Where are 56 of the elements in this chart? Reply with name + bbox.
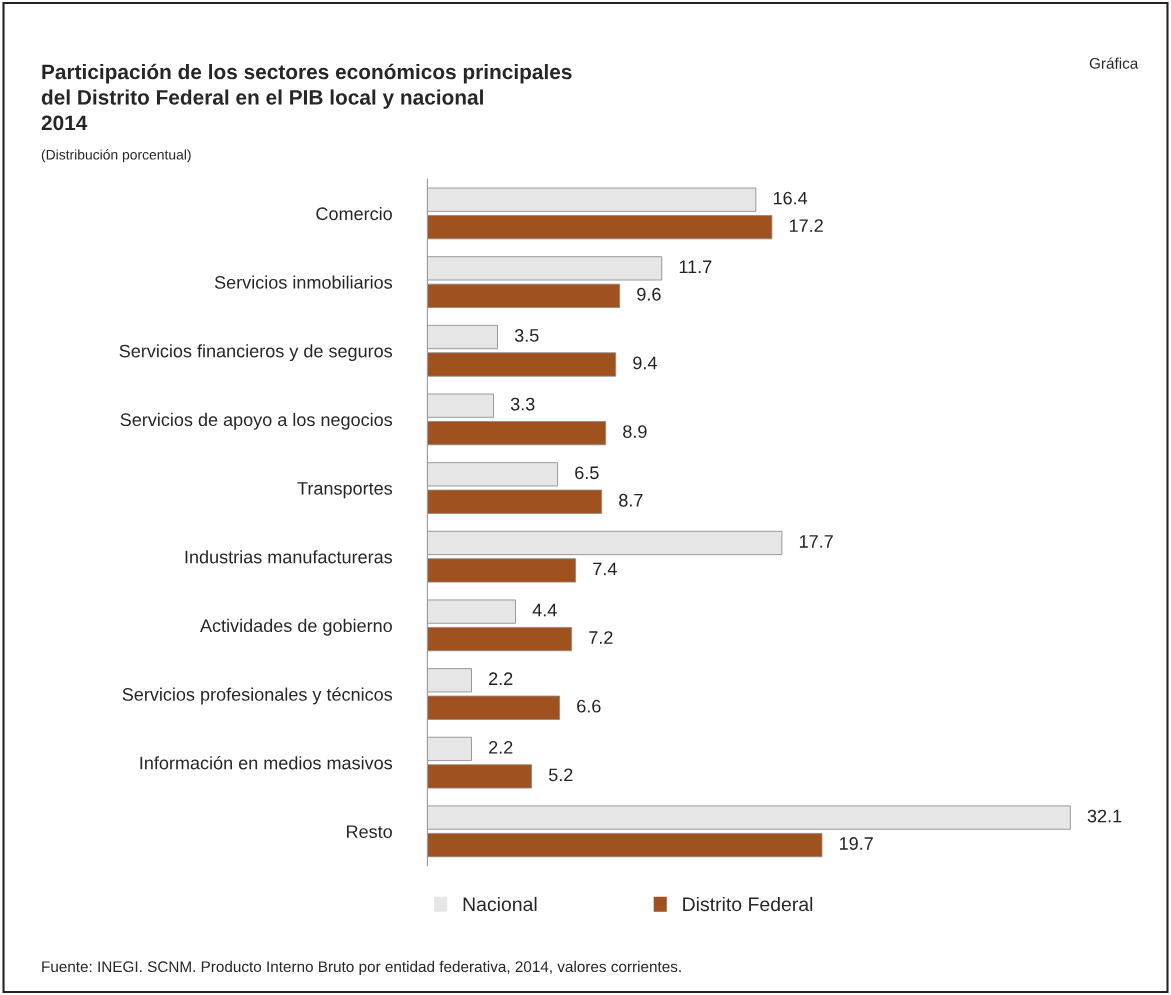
bar: [427, 352, 617, 377]
data-label: 3.5: [514, 329, 539, 342]
y-tick-label: Comercio: [316, 206, 392, 221]
bar: [427, 805, 1071, 830]
data-label: 7.4: [593, 562, 617, 576]
data-label: 9.6: [637, 287, 661, 301]
text: Gráfica: [1089, 57, 1139, 69]
y-tick-label: Servicios financieros y de seguros: [119, 344, 393, 362]
bar: [427, 283, 621, 308]
data-label: 16.4: [773, 191, 808, 205]
bar: [427, 215, 773, 240]
y-tick-label: Servicios inmobiliarios: [214, 275, 393, 289]
bar: [427, 462, 559, 487]
y-tick-label: Información en medios masivos: [140, 755, 393, 770]
data-label: 8.9: [623, 425, 647, 438]
y-tick-label: Servicios de apoyo a los negocios: [120, 412, 393, 430]
bar: [427, 324, 498, 350]
bar: [427, 489, 603, 514]
data-label: 17.7: [799, 535, 833, 548]
y-tick-label: Resto: [347, 825, 392, 839]
data-label: 9.4: [633, 356, 657, 370]
data-label: 17.2: [789, 219, 823, 232]
data-label: 8.7: [619, 493, 643, 507]
legend-label: Distrito Federal: [683, 896, 813, 912]
y-tick-label: Actividades de gobierno: [200, 618, 392, 636]
data-label: 2.2: [489, 672, 513, 685]
bar: [427, 599, 516, 624]
bar: [427, 393, 494, 418]
bar: [427, 695, 561, 720]
data-label: 5.2: [548, 768, 573, 782]
data-label: 11.7: [679, 260, 712, 274]
bar: [427, 421, 607, 446]
source-note: Fuente: INEGI. SCNM. Producto Interno Bruto por entidad federativa, 2014, valores corrientes.: [42, 960, 681, 976]
data-label: 6.6: [577, 699, 601, 713]
bar: [427, 187, 757, 212]
bar: [427, 736, 472, 762]
bar: [427, 764, 532, 789]
data-label: 2.2: [489, 741, 513, 754]
bar: [427, 668, 472, 693]
legend-label: Nacional: [463, 896, 537, 912]
chart-title: Participación de los sectores económicos principales del Distrito Federal en el PIB local y nacional 2014: [41, 63, 572, 131]
data-label: 32.1: [1087, 809, 1122, 823]
text: (Distribución porcentual): [41, 149, 191, 163]
bar: [427, 627, 573, 652]
data-label: 6.5: [575, 466, 599, 480]
data-label: 3.3: [510, 397, 535, 411]
y-tick-label: Transportes: [297, 482, 393, 499]
data-label: 4.4: [532, 603, 557, 617]
bar: [427, 832, 823, 858]
data-label: 7.2: [589, 631, 613, 644]
data-label: 19.7: [840, 837, 873, 850]
bar: [427, 530, 783, 556]
bar: [427, 558, 577, 583]
y-tick-label: Servicios profesionales y técnicos: [122, 687, 393, 705]
bar: [427, 256, 663, 281]
y-tick-label: Industrias manufactureras: [185, 550, 393, 564]
